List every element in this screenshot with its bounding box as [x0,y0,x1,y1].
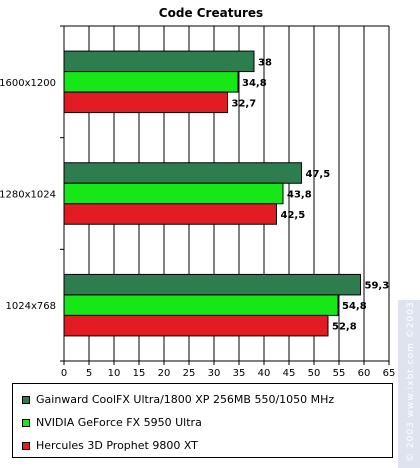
x-tick-label: 65 [383,368,396,379]
chart-title: Code Creatures [159,6,263,20]
bar [63,203,277,225]
category-label: 1024x768 [6,301,56,312]
legend-item-gainward: Gainward CoolFX Ultra/1800 XP 256MB 550/… [22,393,334,406]
x-tick-label: 40 [258,368,271,379]
x-tick-label: 45 [283,368,296,379]
x-tick-label: 60 [358,368,371,379]
bar [63,314,329,337]
data-label: 59,3 [365,281,390,292]
category-label: 1600x1200 [0,78,56,89]
bar [63,273,361,296]
x-tick-label: 30 [208,368,221,379]
legend-swatch-nvidia [22,418,30,427]
bar [63,294,339,316]
legend-label-hercules: Hercules 3D Prophet 9800 XT [36,439,198,452]
x-tick-label: 25 [183,368,196,379]
data-label: 42,5 [281,210,306,221]
chart: Code Creatures 0 5 10 15 20 25 30 35 40 45 50 55 60 6… [0,6,396,379]
data-label: 32,7 [232,98,257,109]
legend-swatch-gainward [22,395,30,404]
legend: Gainward CoolFX Ultra/1800 XP 256MB 550/… [12,383,393,458]
x-tick-label: 0 [61,368,67,379]
x-tick-label: 20 [158,368,171,379]
category-label: 1280x1024 [0,190,56,201]
x-tick-label: 5 [86,368,92,379]
data-label: 38 [258,57,272,68]
watermark: © 2003 www.ixbt.com ©2003 digit-life.com [398,224,420,468]
legend-label-gainward: Gainward CoolFX Ultra/1800 XP 256MB 550/… [36,393,335,406]
data-label: 34,8 [242,78,267,89]
x-tick-label: 55 [333,368,346,379]
x-tick-label: 35 [233,368,246,379]
legend-swatch-hercules [22,441,30,450]
bar [63,71,239,93]
legend-label-nvidia: NVIDIA GeForce FX 5950 Ultra [36,416,202,429]
watermark-text: © 2003 www.ixbt.com ©2003 digit-life.com [406,224,416,462]
bar [63,91,228,114]
x-tick-label: 15 [133,368,146,379]
legend-item-hercules: Hercules 3D Prophet 9800 XT [22,439,198,452]
bar [63,182,284,205]
data-label: 47,5 [306,169,331,180]
chart-svg: Code Creatures 0 5 10 15 20 25 30 35 40 45 50 55 60 6… [0,6,396,379]
x-tick-label: 50 [308,368,321,379]
bar [63,50,255,73]
legend-item-nvidia: NVIDIA GeForce FX 5950 Ultra [22,416,202,429]
data-label: 43,8 [287,190,312,201]
bar [63,162,302,184]
x-tick-label: 10 [108,368,121,379]
data-label: 54,8 [342,301,367,312]
data-label: 52,8 [332,322,357,333]
